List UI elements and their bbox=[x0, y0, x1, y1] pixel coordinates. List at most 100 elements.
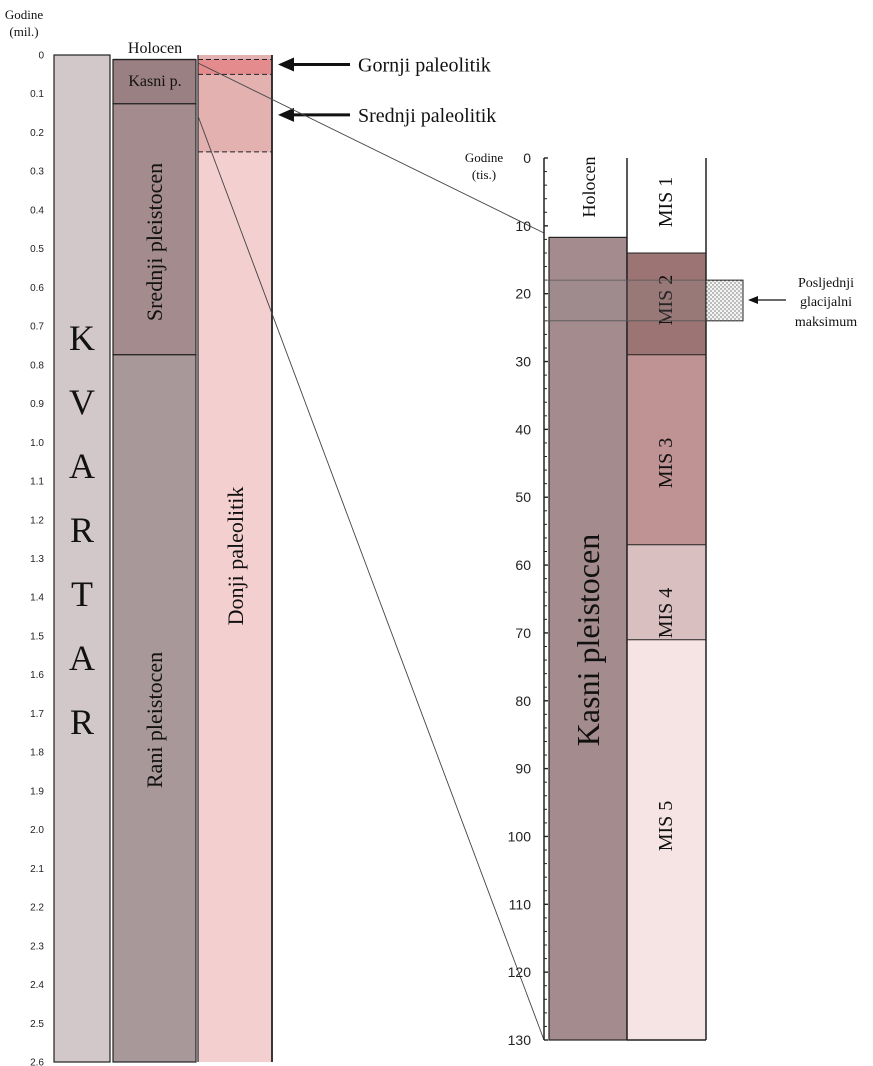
gornji-paleolitik-callout: Gornji paleolitik bbox=[278, 54, 491, 76]
left-tick-label: 0.1 bbox=[30, 89, 44, 100]
left-tick-label: 2.5 bbox=[30, 1019, 44, 1030]
holocen-label: Holocen bbox=[128, 40, 182, 57]
lgm-box bbox=[705, 279, 744, 322]
kasni-p-bar bbox=[112, 58, 197, 105]
left-axis: Godine (mil.) 00.10.20.30.40.50.60.70.80… bbox=[5, 7, 45, 1066]
left-tick-label: 0.4 bbox=[30, 205, 44, 216]
right-tick-label: 20 bbox=[515, 286, 531, 302]
left-tick-label: 0.9 bbox=[30, 399, 44, 410]
right-axis-title-line2: (tis.) bbox=[472, 167, 496, 182]
left-tick-label: 0.7 bbox=[30, 322, 44, 333]
kvartar-letter: V bbox=[69, 382, 95, 422]
right-tick-label: 10 bbox=[515, 218, 531, 234]
lgm-band bbox=[549, 280, 706, 321]
right-tick-label: 120 bbox=[508, 964, 532, 980]
srednji-paleolitik-arrowhead bbox=[278, 107, 294, 122]
right-tick-label: 0 bbox=[523, 150, 531, 166]
rani-pleistocen-label: Rani pleistocen bbox=[142, 652, 167, 788]
zoom-connectors bbox=[197, 62, 545, 1041]
left-axis-title-line2: (mil.) bbox=[9, 24, 38, 39]
kvartar-letter: T bbox=[71, 574, 93, 614]
mis-1-bar bbox=[627, 158, 706, 253]
srednji-pleistocen-bar bbox=[112, 103, 197, 356]
kasni-pleistocen-label: Kasni pleistocen bbox=[570, 534, 606, 746]
left-axis-ticks: 0 0.1 0.2 0.3 0.4 0.5 0.6 0.7 0.8 0.9 1.0 1.1 1.2 1.3… bbox=[30, 51, 44, 1066]
mis-1-label: MIS 1 bbox=[655, 177, 677, 228]
lgm-label-line1: Posljednji bbox=[798, 276, 854, 291]
kvartar-bar bbox=[53, 54, 111, 1063]
mis-bars bbox=[627, 158, 706, 1041]
gornji-paleolitik-label: Gornji paleolitik bbox=[358, 54, 491, 76]
left-tick-label: 2.0 bbox=[30, 825, 44, 836]
left-tick-label: 0.8 bbox=[30, 360, 44, 371]
donji-paleolitik-label: Donji paleolitik bbox=[223, 487, 248, 626]
left-tick-label: 1.9 bbox=[30, 786, 44, 797]
left-tick-label: 0.6 bbox=[30, 283, 44, 294]
left-tick-label: 2.1 bbox=[30, 864, 44, 875]
lgm-label-line2: glacijalni bbox=[800, 295, 852, 310]
rani-pleistocen-bar bbox=[112, 354, 197, 1063]
left-tick-label: 0 bbox=[38, 51, 44, 62]
mis-3-label: MIS 3 bbox=[655, 438, 677, 489]
kasni-pleistocen-bar bbox=[548, 236, 628, 1041]
epoch-column: Holocen Kasni p. Srednji pleistocen Rani… bbox=[112, 40, 197, 1063]
zoom-line-bottom bbox=[197, 115, 545, 1041]
left-tick-label: 2.6 bbox=[30, 1058, 44, 1066]
epoch-bars bbox=[112, 58, 197, 1063]
left-tick-label: 1.1 bbox=[30, 477, 44, 488]
gornji-paleolitik-arrowhead bbox=[278, 57, 294, 72]
right-tick-label: 90 bbox=[515, 761, 531, 777]
left-tick-label: 1.8 bbox=[30, 748, 44, 759]
mis-5-bar bbox=[627, 639, 706, 1040]
donji-paleolitik-bar bbox=[198, 55, 272, 1062]
left-tick-label: 1.2 bbox=[30, 515, 44, 526]
zoom-line-top bbox=[197, 62, 545, 234]
right-tick-label: 130 bbox=[508, 1032, 532, 1048]
left-tick-label: 2.2 bbox=[30, 903, 44, 914]
left-tick-label: 1.7 bbox=[30, 709, 44, 720]
kvartar-letter: R bbox=[70, 702, 94, 742]
right-tick-label: 70 bbox=[515, 625, 531, 641]
left-axis-title-line1: Godine bbox=[5, 7, 44, 22]
right-tick-label: 50 bbox=[515, 489, 531, 505]
right-tick-label: 40 bbox=[515, 421, 531, 437]
left-tick-label: 0.3 bbox=[30, 167, 44, 178]
right-tick-label: 60 bbox=[515, 557, 531, 573]
left-tick-label: 0.2 bbox=[30, 128, 44, 139]
kvartar-letter: R bbox=[70, 510, 94, 550]
mis-5-label: MIS 5 bbox=[655, 801, 677, 852]
srednji-paleolitik-callout: Srednji paleolitik bbox=[278, 105, 496, 127]
right-epoch-column: Holocen Kasni pleistocen bbox=[548, 157, 628, 1041]
gornji-paleolitik-bar bbox=[198, 59, 272, 75]
left-tick-label: 1.6 bbox=[30, 670, 44, 681]
right-tick-label: 100 bbox=[508, 828, 532, 844]
callouts: Gornji paleolitik Srednji paleolitik bbox=[278, 54, 496, 127]
left-tick-label: 1.4 bbox=[30, 593, 44, 604]
left-tick-label: 2.4 bbox=[30, 980, 44, 991]
mis-column: MIS 1 MIS 2 MIS 3 MIS 4 MIS 5 bbox=[626, 158, 707, 1041]
left-tick-label: 1.0 bbox=[30, 438, 44, 449]
mis-2-bar bbox=[627, 252, 706, 355]
kasni-p-label: Kasni p. bbox=[128, 73, 181, 90]
lgm-label-line3: maksimum bbox=[795, 315, 857, 330]
kvartar-letter: A bbox=[69, 446, 95, 486]
left-tick-label: 0.5 bbox=[30, 244, 44, 255]
right-tick-label: 80 bbox=[515, 693, 531, 709]
mis-4-bar bbox=[627, 544, 706, 640]
lgm-arrowhead bbox=[748, 296, 758, 304]
left-tick-label: 1.3 bbox=[30, 554, 44, 565]
mis-3-bar bbox=[627, 354, 706, 545]
lgm-marker: Posljednji glacijalni maksimum bbox=[544, 276, 857, 330]
srednji-paleolitik-label: Srednji paleolitik bbox=[358, 105, 496, 127]
holocen-right-label: Holocen bbox=[579, 157, 599, 218]
kvartar-letter: K bbox=[69, 318, 95, 358]
right-tick-label: 110 bbox=[509, 896, 532, 912]
mis-4-label: MIS 4 bbox=[655, 588, 677, 639]
left-tick-label: 1.5 bbox=[30, 631, 44, 642]
right-axis: Godine (tis.) 0 10 20 30 40 50 60 70 80 90 100 110 1… bbox=[465, 150, 548, 1048]
mis-2-label: MIS 2 bbox=[655, 275, 677, 326]
right-tick-label: 30 bbox=[515, 354, 531, 370]
